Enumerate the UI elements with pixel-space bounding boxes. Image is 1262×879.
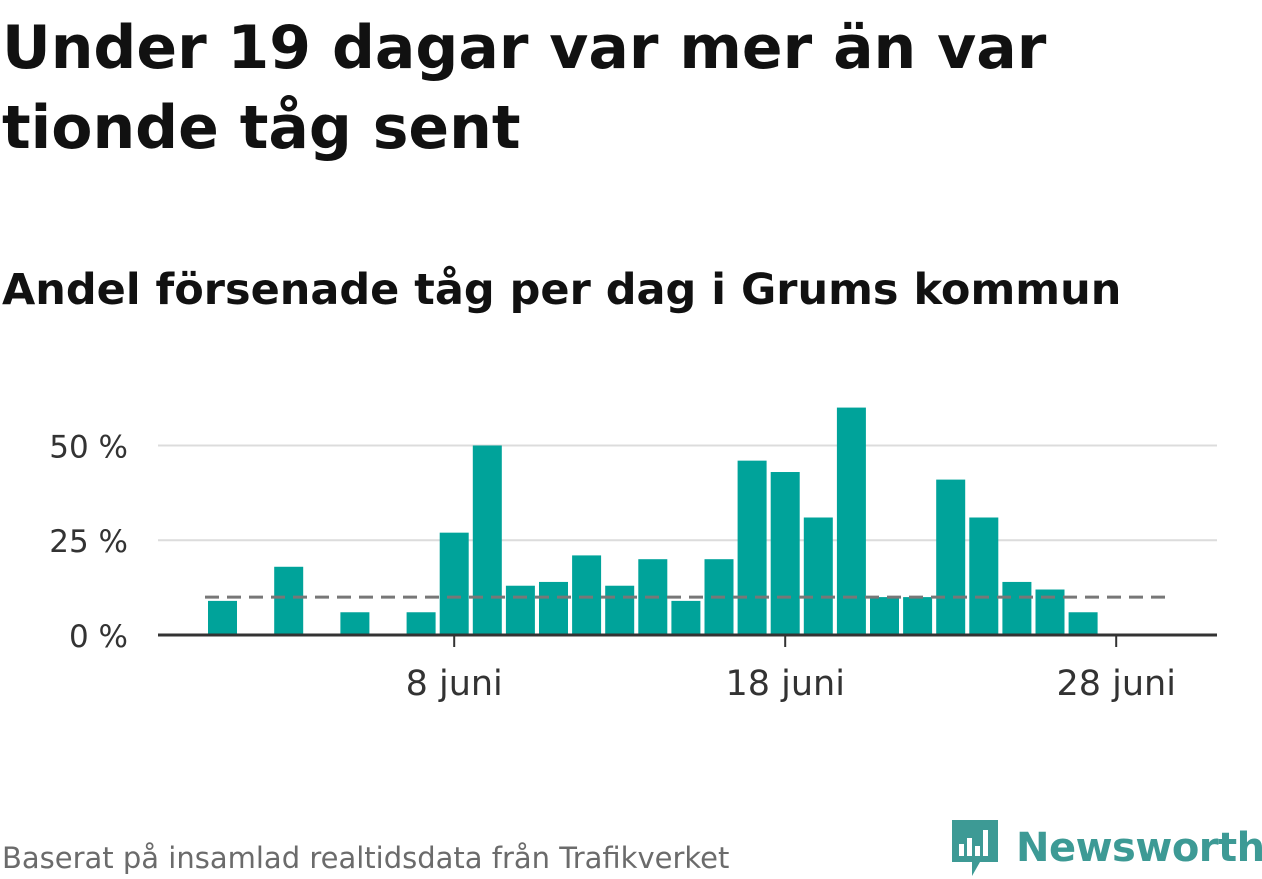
bar [737, 460, 767, 635]
bar [406, 612, 436, 635]
bar [505, 585, 535, 635]
bar [340, 612, 370, 635]
bar [605, 585, 635, 635]
source-note: Baserat på insamlad realtidsdata från Tr… [2, 841, 730, 875]
bar [472, 445, 502, 635]
y-tick-label: 50 % [49, 429, 128, 465]
y-tick-label: 25 % [49, 524, 128, 560]
newsworthy-logo: Newsworthy [950, 818, 1262, 878]
x-tick-label: 28 juni [1056, 664, 1175, 704]
bar [903, 597, 933, 635]
chart-subtitle: Andel försenade tåg per dag i Grums komm… [2, 265, 1122, 315]
bar [770, 472, 800, 635]
bar [836, 407, 866, 635]
bar [1068, 612, 1098, 635]
y-axis-labels: 0 % 25 % 50 % [49, 429, 128, 655]
brand-name: Newsworthy [1016, 825, 1262, 871]
bar [870, 597, 899, 635]
bars [208, 407, 1098, 635]
bar [969, 517, 999, 635]
bar [539, 581, 568, 635]
newsworthy-logo-icon [952, 820, 998, 876]
chart-title: Under 19 dagar var mer än var tionde tåg… [2, 13, 1047, 163]
x-tick-label: 18 juni [725, 664, 844, 704]
gridlines [158, 444, 1217, 542]
x-axis-labels: 8 juni 18 juni 28 juni [406, 664, 1176, 704]
x-axis [158, 633, 1217, 647]
bar [1002, 581, 1032, 635]
bar [274, 566, 304, 635]
bar [936, 479, 966, 635]
bar [208, 600, 237, 635]
bar [671, 600, 701, 635]
bar [439, 532, 469, 635]
y-tick-label: 0 % [69, 619, 128, 655]
x-tick-label: 8 juni [406, 664, 503, 704]
bar [572, 555, 602, 635]
bar [803, 517, 833, 635]
